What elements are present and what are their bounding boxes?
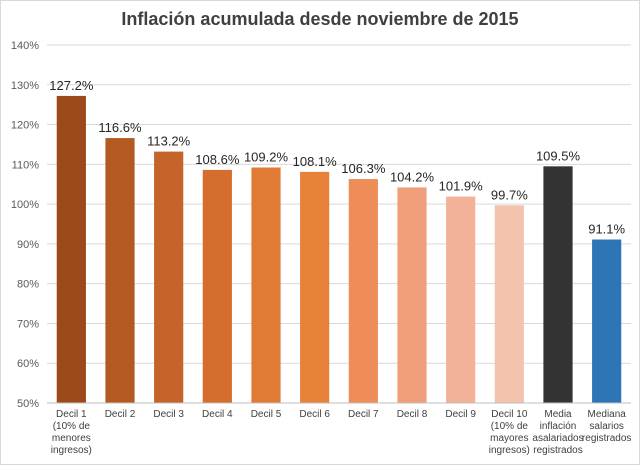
bar — [202, 169, 232, 403]
category-label: Decil 5 — [251, 409, 282, 420]
y-tick-label: 110% — [12, 159, 40, 171]
data-label: 109.2% — [244, 150, 289, 165]
y-tick-label: 100% — [11, 199, 39, 211]
bar — [592, 239, 622, 403]
y-tick-label: 120% — [11, 120, 39, 132]
category-label: Decil 4 — [202, 409, 233, 420]
bar — [446, 196, 476, 403]
y-tick-label: 90% — [17, 239, 39, 251]
data-label: 99.7% — [491, 187, 528, 202]
bar — [300, 171, 330, 403]
data-label: 108.1% — [293, 154, 338, 169]
bar — [397, 187, 427, 403]
category-label: Decil 7 — [348, 409, 379, 420]
bar — [348, 179, 378, 403]
bar — [543, 166, 573, 403]
bar — [56, 95, 86, 403]
data-label: 101.9% — [439, 179, 484, 194]
category-label: Decil 9 — [445, 409, 476, 420]
bar — [154, 151, 184, 403]
category-label: Decil 1 (10% de menores ingresos) — [51, 409, 92, 456]
chart-title: Inflación acumulada desde noviembre de 2… — [121, 9, 519, 29]
y-tick-label: 70% — [17, 318, 39, 330]
data-label: 91.1% — [588, 222, 625, 237]
category-label: Mediana salarios registrados — [582, 409, 631, 444]
y-tick-label: 140% — [11, 40, 39, 52]
y-tick-label: 80% — [17, 279, 39, 291]
data-label: 108.6% — [195, 152, 240, 167]
category-label: Media inflación asalariados registrados — [532, 409, 583, 456]
category-label: Decil 10 (10% de mayores ingresos) — [489, 409, 530, 456]
y-tick-label: 130% — [11, 80, 39, 92]
data-label: 104.2% — [390, 169, 435, 184]
bar — [251, 167, 281, 403]
category-label: Decil 2 — [105, 409, 136, 420]
category-label: Decil 8 — [397, 409, 428, 420]
y-tick-label: 60% — [17, 358, 39, 370]
data-label: 109.5% — [536, 148, 581, 163]
data-label: 116.6% — [98, 120, 142, 135]
bar — [494, 205, 524, 403]
y-tick-label: 50% — [17, 398, 39, 410]
data-label: 113.2% — [147, 134, 191, 149]
data-label: 127.2% — [49, 78, 94, 93]
bar — [105, 138, 135, 403]
data-label: 106.3% — [341, 161, 386, 176]
category-label: Decil 3 — [153, 409, 184, 420]
category-label: Decil 6 — [299, 409, 330, 420]
